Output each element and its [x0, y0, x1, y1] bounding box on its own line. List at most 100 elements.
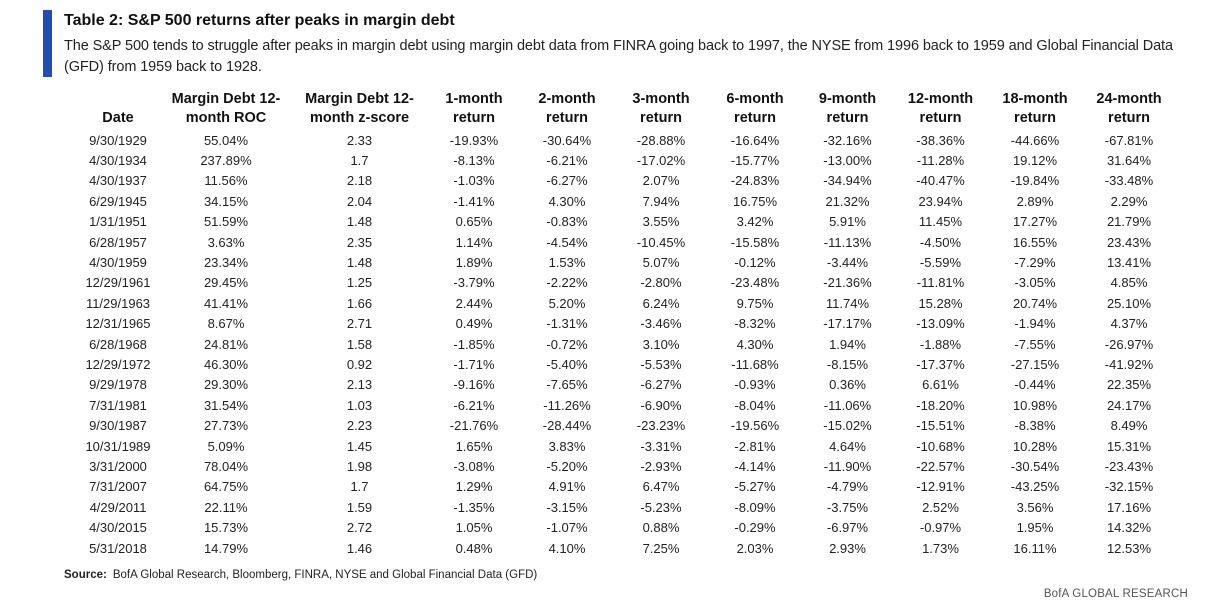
value-cell: 4.85%: [1110, 275, 1148, 291]
value-cell: 3.63%: [207, 234, 245, 250]
column-header-zscore: Margin Debt 12-month z-score: [305, 91, 414, 126]
value-cell: -11.26%: [543, 397, 591, 413]
date-cell: 9/30/1987: [89, 418, 147, 434]
column-header-9m: 9-month return: [818, 91, 877, 126]
value-cell: -17.37%: [916, 356, 965, 372]
value-cell: 0.48%: [455, 540, 493, 556]
value-cell: 2.13: [346, 377, 373, 393]
value-cell: -24.83%: [730, 173, 780, 189]
value-cell: 27.73%: [203, 418, 249, 434]
column-header-24m: 24-month return: [1096, 91, 1162, 126]
value-cell: 1.29%: [455, 479, 493, 495]
table-row: 7/31/2007 64.75% 1.7 1.29% 4.91% 6.47% -5.27% -…: [75, 477, 1176, 497]
value-cell: 2.07%: [642, 173, 680, 189]
value-cell: -1.88%: [919, 336, 962, 352]
value-cell: -32.16%: [823, 132, 872, 148]
table-row: 4/30/1959 23.34% 1.48 1.89% 1.53% 5.07% -0.12%…: [75, 252, 1176, 272]
value-cell: -1.07%: [546, 520, 588, 536]
date-cell: 6/28/1968: [89, 336, 147, 352]
value-cell: -26.97%: [1104, 336, 1154, 352]
value-cell: -1.41%: [453, 193, 495, 209]
value-cell: 4.37%: [1110, 316, 1148, 332]
table-row: 4/30/2015 15.73% 2.72 1.05% -1.07% 0.88% -0.29…: [75, 517, 1176, 537]
value-cell: 5.09%: [207, 438, 245, 454]
value-cell: 17.16%: [1106, 499, 1152, 515]
value-cell: 29.30%: [203, 377, 249, 393]
value-cell: 4.91%: [548, 479, 586, 495]
value-cell: -5.23%: [640, 499, 682, 515]
date-cell: 1/31/1951: [89, 214, 147, 230]
table-subtitle: The S&P 500 tends to struggle after peak…: [64, 38, 1173, 75]
date-cell: 9/29/1978: [89, 377, 147, 393]
value-cell: 12.53%: [1106, 540, 1152, 556]
value-cell: -16.64%: [730, 132, 780, 148]
value-cell: -8.04%: [734, 397, 776, 413]
table-row: 4/30/1937 11.56% 2.18 -1.03% -6.27% 2.07% -24.…: [75, 171, 1176, 191]
column-header-3m: 3-month return: [632, 91, 690, 126]
column-header-roc: Margin Debt 12-month ROC: [171, 91, 281, 126]
value-cell: -0.83%: [546, 214, 588, 230]
value-cell: 19.12%: [1012, 153, 1058, 169]
value-cell: -30.54%: [1010, 458, 1060, 474]
value-cell: -19.56%: [730, 418, 780, 434]
table-row: 12/29/1961 29.45% 1.25 -3.79% -2.22% -2.80% -2…: [75, 273, 1176, 293]
value-cell: -1.03%: [453, 173, 495, 189]
value-cell: -7.29%: [1014, 255, 1056, 271]
value-cell: -17.17%: [823, 316, 872, 332]
value-cell: 46.30%: [203, 356, 249, 372]
value-cell: -0.29%: [734, 520, 776, 536]
date-cell: 3/31/2000: [89, 458, 147, 474]
table-title: Table 2: S&P 500 returns after peaks in …: [64, 12, 455, 29]
value-cell: 0.65%: [455, 214, 493, 230]
date-cell: 6/28/1957: [89, 234, 147, 250]
value-cell: -2.22%: [546, 275, 588, 291]
value-cell: 5.20%: [548, 295, 586, 311]
value-cell: 55.04%: [203, 132, 249, 148]
value-cell: -8.15%: [826, 356, 869, 372]
value-cell: -5.27%: [734, 479, 776, 495]
value-cell: -32.15%: [1104, 479, 1154, 495]
column-header-6m: 6-month return: [726, 91, 784, 126]
table-row: 7/31/1981 31.54% 1.03 -6.21% -11.26% -6.90% -8…: [75, 395, 1176, 415]
table-row: 9/30/1987 27.73% 2.23 -21.76% -28.44% -23.23%…: [75, 415, 1176, 435]
value-cell: 7.25%: [642, 540, 680, 556]
value-cell: -19.93%: [449, 132, 499, 148]
value-cell: 17.27%: [1012, 214, 1058, 230]
value-cell: -7.65%: [546, 377, 588, 393]
value-cell: 1.14%: [455, 234, 493, 250]
value-cell: -23.23%: [636, 418, 686, 434]
value-cell: 23.94%: [918, 193, 963, 209]
value-cell: 2.44%: [455, 295, 493, 311]
value-cell: -13.09%: [916, 316, 965, 332]
value-cell: 51.59%: [203, 214, 249, 230]
value-cell: 1.73%: [922, 540, 959, 556]
table-row: 12/31/1965 8.67% 2.71 0.49% -1.31% -3.46% -8.3…: [75, 314, 1176, 334]
value-cell: 2.72: [346, 520, 373, 536]
table-row: 6/28/1968 24.81% 1.58 -1.85% -0.72% 3.10% 4.30…: [75, 334, 1176, 354]
value-cell: 29.45%: [203, 275, 249, 291]
value-cell: -8.38%: [1014, 418, 1056, 434]
value-cell: 15.28%: [918, 295, 963, 311]
value-cell: -11.13%: [823, 234, 872, 250]
value-cell: -11.28%: [916, 153, 965, 169]
value-cell: 2.71: [346, 316, 373, 332]
table-row: 9/29/1978 29.30% 2.13 -9.16% -7.65% -6.27% -0.…: [75, 375, 1176, 395]
value-cell: 1.7: [350, 153, 369, 169]
table-row: 9/30/1929 55.04% 2.33 -19.93% -30.64% -28.88%…: [75, 130, 1176, 150]
value-cell: 16.75%: [732, 193, 778, 209]
value-cell: 8.49%: [1110, 418, 1148, 434]
table-row: 6/28/1957 3.63% 2.35 1.14% -4.54% -10.45% -15.…: [75, 232, 1176, 252]
value-cell: 31.54%: [203, 397, 249, 413]
value-cell: 3.83%: [548, 438, 586, 454]
value-cell: 3.55%: [642, 214, 680, 230]
value-cell: 23.34%: [203, 255, 249, 271]
value-cell: -44.66%: [1010, 132, 1060, 148]
value-cell: -43.25%: [1010, 479, 1060, 495]
table-row: 3/31/2000 78.04% 1.98 -3.08% -5.20% -2.93% -4.…: [75, 456, 1176, 476]
value-cell: 1.25: [346, 275, 373, 291]
table-row: 6/29/1945 34.15% 2.04 -1.41% 4.30% 7.94% 16.75…: [75, 191, 1176, 211]
value-cell: 1.7: [350, 479, 369, 495]
value-cell: 0.49%: [455, 316, 493, 332]
value-cell: 1.03: [346, 397, 373, 413]
value-cell: 1.89%: [455, 255, 493, 271]
